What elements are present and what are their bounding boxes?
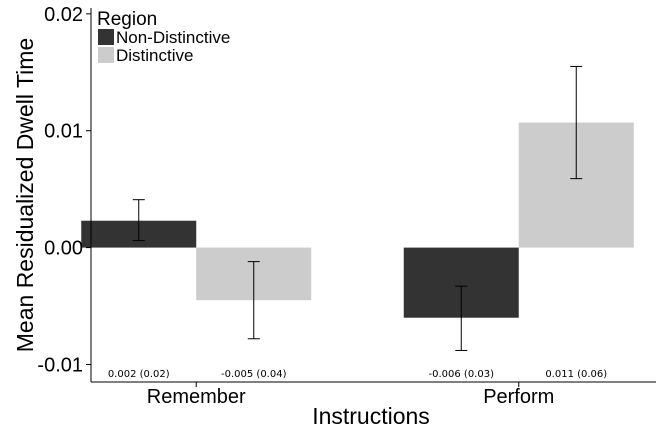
value-annotation: 0.011 (0.06) [545, 369, 607, 380]
value-annotation: 0.002 (0.02) [108, 369, 170, 380]
error-bar [455, 285, 468, 351]
y-tick-label: -0.01 [37, 354, 83, 376]
legend-swatch [98, 29, 114, 45]
legend-swatch [98, 47, 114, 63]
y-tick-label: 0.00 [44, 238, 83, 260]
legend-label: Distinctive [116, 46, 193, 65]
x-tick-label-perform: Perform [483, 386, 554, 408]
y-tick-label: 0.01 [44, 121, 83, 143]
x-tick-label-remember: Remember [147, 386, 246, 408]
value-annotation: -0.005 (0.04) [221, 369, 287, 380]
error-bar [132, 199, 145, 242]
error-bar [247, 261, 260, 340]
legend-title: Region [97, 9, 157, 30]
legend-label: Non-Distinctive [116, 28, 230, 47]
y-axis-title: Mean Residualized Dwell Time [12, 38, 38, 352]
y-tick-label: 0.02 [44, 4, 83, 26]
error-bar [570, 65, 583, 180]
value-annotation: -0.006 (0.03) [429, 369, 495, 380]
x-axis-title: Instructions [312, 403, 430, 429]
